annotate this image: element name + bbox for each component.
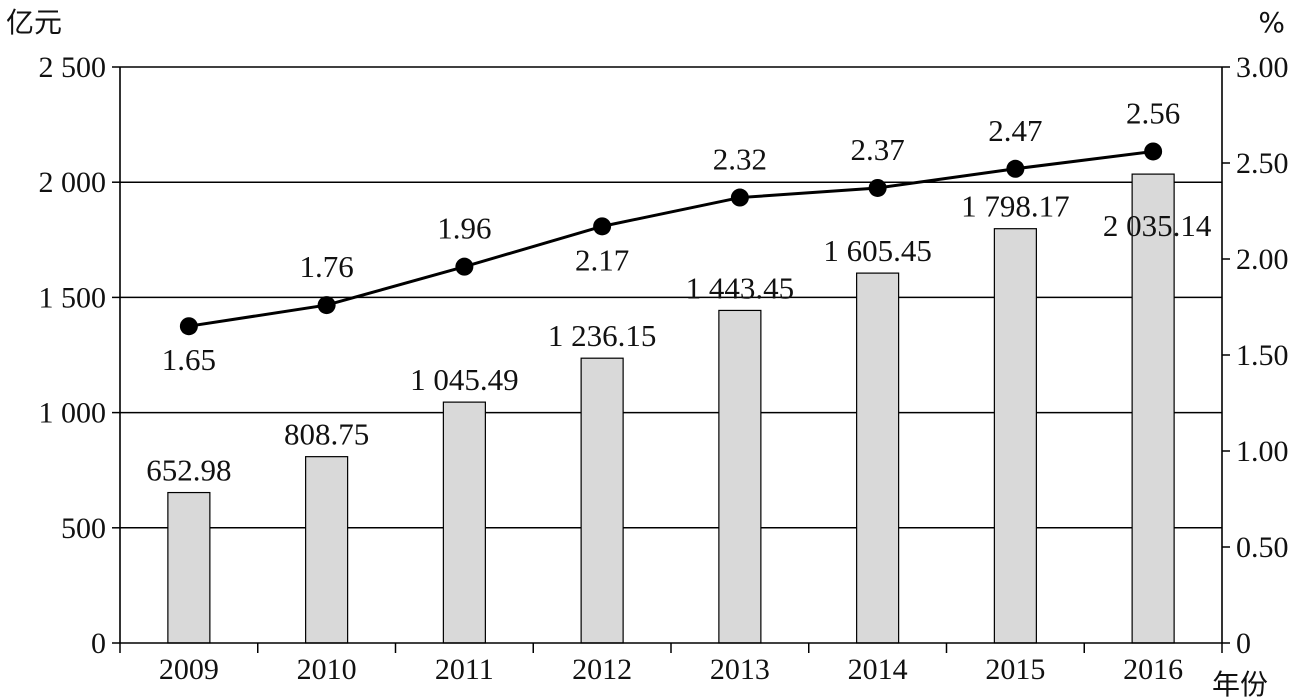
line-value-label: 1.76 <box>300 249 354 284</box>
bar-value-label: 1 605.45 <box>823 233 932 268</box>
x-tick-label-2015: 2015 <box>985 653 1045 686</box>
bar-2016 <box>1131 173 1175 644</box>
line-point-2010 <box>317 296 336 315</box>
line-point-2011 <box>455 257 474 276</box>
bar-2015 <box>993 228 1037 644</box>
right-tick-label: 2.00 <box>1236 243 1289 276</box>
gridlines <box>120 66 1222 529</box>
data-labels: 652.98 808.75 1 045.49 1 236.15 1 443.45 1 60… <box>146 95 1212 487</box>
x-tick-label-2013: 2013 <box>710 653 770 686</box>
line-point-2013 <box>730 188 749 207</box>
line-point-2012 <box>593 217 612 236</box>
bar-2009 <box>167 491 211 644</box>
right-tick-label: 0.50 <box>1236 531 1289 564</box>
right-axis-unit: % <box>1258 6 1285 39</box>
bar-value-label: 1 798.17 <box>961 189 1070 224</box>
line-point-2016 <box>1144 142 1163 161</box>
bar-value-label: 1 236.15 <box>548 318 657 353</box>
line-value-label: 2.47 <box>988 113 1042 148</box>
x-tick-label-2016: 2016 <box>1123 653 1183 686</box>
x-axis-unit: 年份 <box>1212 668 1268 699</box>
line-value-label: 2.32 <box>713 142 767 177</box>
bar-value-label: 808.75 <box>284 417 369 452</box>
line-value-label: 2.17 <box>575 242 629 277</box>
bar-value-label: 1 045.49 <box>410 362 519 397</box>
bar-series <box>167 173 1175 644</box>
right-tick-label: 0 <box>1236 627 1251 660</box>
right-tick-label: 1.00 <box>1236 435 1289 468</box>
bar-2010 <box>305 456 349 644</box>
line-point-2015 <box>1006 159 1025 178</box>
line-value-label: 1.96 <box>437 211 491 246</box>
left-tick-label: 1 000 <box>39 397 107 430</box>
line-value-label: 2.56 <box>1126 95 1180 130</box>
line-point-2014 <box>868 178 887 197</box>
left-tick-label: 0 <box>91 627 106 660</box>
left-tick-label: 500 <box>61 512 106 545</box>
bar-value-label: 1 443.45 <box>686 270 795 305</box>
bar-2014 <box>856 272 900 644</box>
x-tick-label-2014: 2014 <box>848 653 908 686</box>
left-axis-unit: 亿元 <box>6 6 62 39</box>
bar-2013 <box>718 309 762 644</box>
line-path <box>188 149 1154 328</box>
x-tick-label-2010: 2010 <box>297 653 357 686</box>
line-value-label: 1.65 <box>162 342 216 377</box>
right-tick-label: 2.50 <box>1236 147 1289 180</box>
line-value-label: 2.37 <box>851 132 905 167</box>
right-tick-label: 3.00 <box>1236 51 1289 84</box>
left-tick-label: 1 500 <box>39 281 107 314</box>
x-tick-label-2011: 2011 <box>435 653 494 686</box>
bar-value-label: 2 035.14 <box>1103 208 1212 243</box>
right-tick-label: 1.50 <box>1236 339 1289 372</box>
bar-2011 <box>442 401 486 644</box>
left-tick-label: 2 500 <box>39 51 107 84</box>
bar-2012 <box>580 357 624 644</box>
line-series <box>179 142 1163 336</box>
x-tick-label-2012: 2012 <box>572 653 632 686</box>
bar-value-label: 652.98 <box>146 453 231 488</box>
left-tick-label: 2 000 <box>39 166 107 199</box>
x-tick-label-2009: 2009 <box>159 653 219 686</box>
line-point-2009 <box>179 317 198 336</box>
axes: 0 500 1 000 1 500 2 000 2 500 0 0.50 1.00 1.50 2.0… <box>39 51 1289 686</box>
